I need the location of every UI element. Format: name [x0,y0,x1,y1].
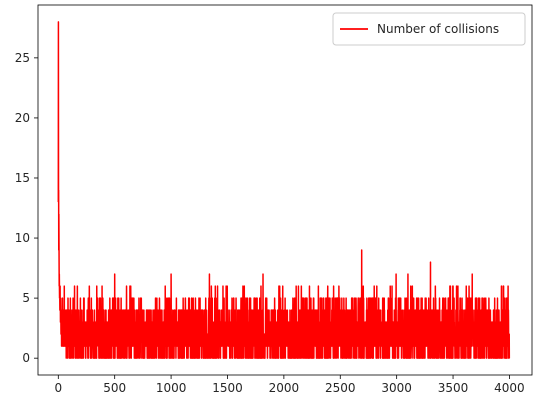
y-tick-label: 5 [22,291,30,305]
x-axis: 0 500 1000 1500 2000 2500 3000 3500 4000 [54,375,525,395]
y-tick-label: 25 [15,51,30,65]
x-tick-label: 0 [54,381,62,395]
axes-frame [37,4,533,376]
x-tick-label: 500 [103,381,126,395]
y-tick-label: 20 [15,111,30,125]
y-axis: 0 5 10 15 20 25 [15,51,38,365]
x-tick-label: 3500 [438,381,469,395]
x-tick-label: 2500 [325,381,356,395]
legend: Number of collisions [332,12,526,46]
x-tick-label: 3000 [381,381,412,395]
legend-label: Number of collisions [377,22,499,36]
y-tick-label: 15 [15,171,30,185]
x-tick-label: 1500 [212,381,243,395]
x-tick-label: 2000 [269,381,300,395]
x-tick-label: 1000 [156,381,187,395]
y-tick-label: 0 [22,351,30,365]
series-line-number-of-collisions [57,21,511,359]
legend-box [332,12,526,46]
x-tick-label: 4000 [494,381,525,395]
y-tick-label: 10 [15,231,30,245]
plot-area [57,21,511,359]
